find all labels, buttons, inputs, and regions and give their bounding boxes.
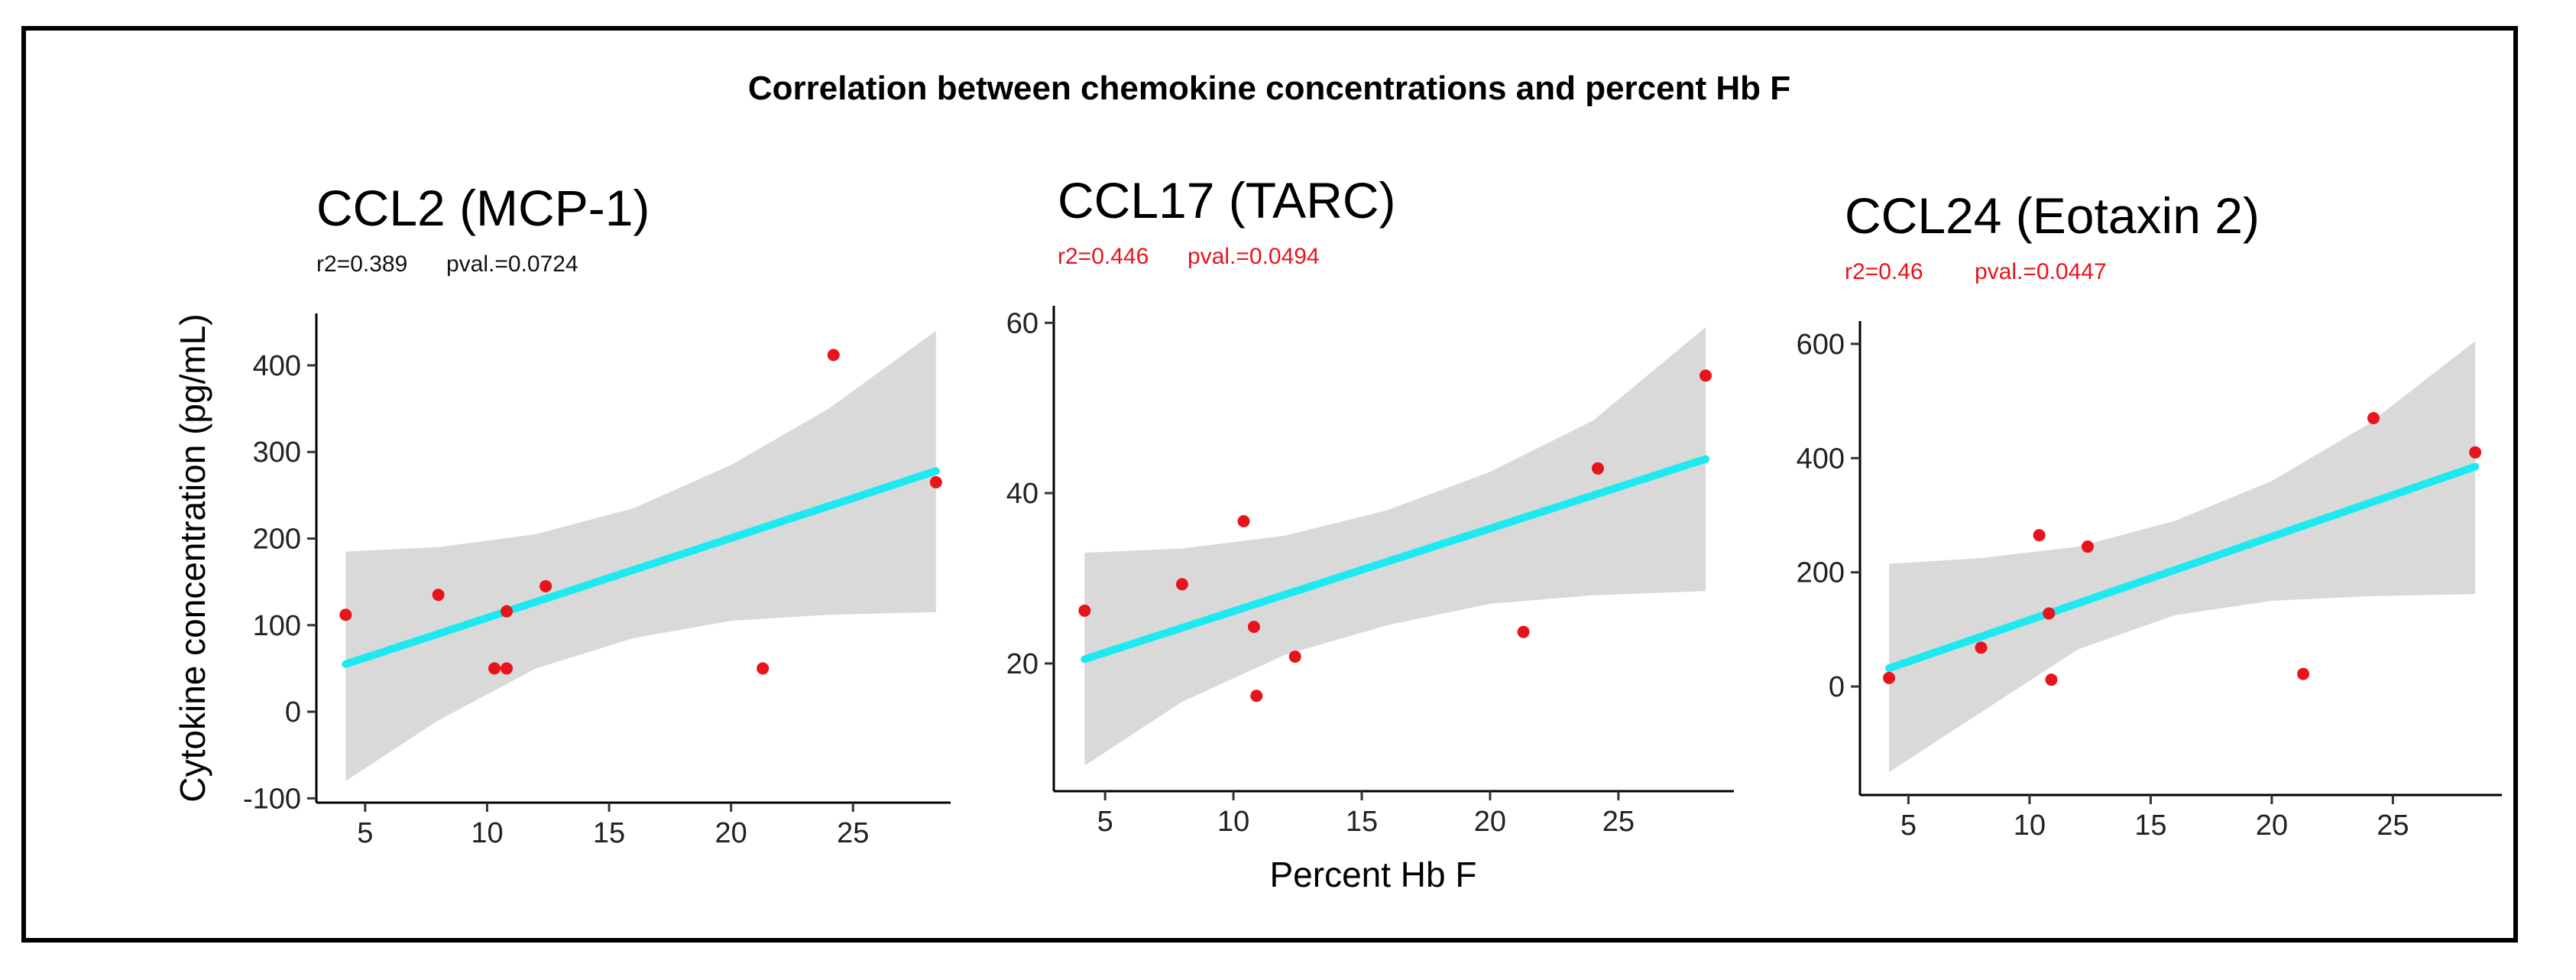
- data-point: [339, 608, 352, 621]
- data-point: [757, 662, 770, 675]
- confidence-band-ccl17: [1084, 326, 1706, 766]
- y-tick-label: 200: [253, 524, 301, 556]
- y-tick-label: 40: [1006, 478, 1039, 510]
- x-tick-label: 15: [593, 817, 625, 849]
- y-tick-label: 300: [253, 436, 301, 469]
- data-point: [501, 662, 513, 675]
- y-tick-label: 20: [1006, 648, 1039, 680]
- data-point: [488, 662, 501, 675]
- data-point: [2297, 667, 2310, 680]
- r2-label-ccl24: r2=0.46: [1845, 259, 1923, 284]
- y-tick-label: 400: [253, 350, 301, 382]
- y-axis-label: Cytokine concentration (pg/mL): [173, 313, 212, 802]
- panel-title-ccl24: CCL24 (Eotaxin 2): [1845, 187, 2260, 244]
- data-point: [2367, 411, 2380, 424]
- r2-label-ccl2: r2=0.389: [316, 251, 407, 277]
- r2-label-ccl17: r2=0.446: [1058, 244, 1149, 269]
- y-tick-label: 60: [1006, 307, 1039, 339]
- x-tick-label: 5: [357, 817, 373, 849]
- y-tick-label: 100: [253, 610, 301, 642]
- data-point: [1700, 369, 1712, 382]
- pval-label-ccl24: pval.=0.0447: [1975, 259, 2107, 284]
- data-point: [1247, 620, 1260, 633]
- regression-line-ccl2: [342, 467, 940, 668]
- panel-title-ccl17: CCL17 (TARC): [1058, 172, 1396, 229]
- data-point: [1237, 514, 1250, 527]
- x-tick-label: 5: [1900, 810, 1917, 842]
- data-point: [929, 475, 942, 488]
- figure-frame: Correlation between chemokine concentrat…: [21, 26, 2518, 943]
- x-tick-label: 10: [2014, 810, 2046, 842]
- data-point: [2045, 673, 2058, 686]
- pval-label-ccl2: pval.=0.0724: [446, 251, 578, 277]
- x-tick-label: 20: [1474, 806, 1506, 838]
- data-point: [827, 349, 840, 362]
- data-point: [1517, 625, 1530, 638]
- x-tick-label: 5: [1097, 806, 1113, 838]
- y-tick-label: 600: [1797, 329, 1845, 361]
- panel-title-ccl2: CCL2 (MCP-1): [316, 180, 650, 236]
- data-point: [1288, 650, 1301, 663]
- y-tick-label: 400: [1797, 443, 1845, 475]
- data-point: [2043, 607, 2056, 620]
- x-tick-label: 10: [1217, 806, 1249, 838]
- x-tick-label: 15: [2134, 810, 2166, 842]
- panel-ccl2: CCL2 (MCP-1) r2=0.389 pval.=0.0724 -100 0 100…: [243, 180, 951, 849]
- data-point: [2033, 529, 2046, 542]
- confidence-band-ccl2: [345, 330, 936, 781]
- y-tick-label: 0: [1829, 671, 1845, 703]
- panel-ccl24: CCL24 (Eotaxin 2) r2=0.46 pval.=0.0447 0 200…: [1797, 187, 2502, 842]
- x-axis-label: Percent Hb F: [1270, 855, 1477, 894]
- x-tick-label: 15: [1346, 806, 1378, 838]
- data-point: [1883, 671, 1896, 684]
- data-point: [2469, 446, 2482, 459]
- data-point: [1250, 690, 1263, 703]
- regression-line-ccl24: [1885, 462, 2480, 673]
- data-point: [1078, 604, 1091, 617]
- x-tick-label: 25: [2377, 810, 2409, 842]
- correlation-figure: Correlation between chemokine concentrat…: [173, 70, 2502, 894]
- x-tick-label: 25: [1602, 806, 1635, 838]
- confidence-band-ccl24: [1889, 341, 2476, 773]
- data-point: [1592, 462, 1604, 475]
- data-point: [501, 605, 513, 618]
- y-tick-label: 200: [1797, 557, 1845, 589]
- y-tick-label: -100: [243, 783, 301, 815]
- regression-line-ccl17: [1081, 455, 1710, 664]
- data-point: [2081, 540, 2094, 553]
- figure-title: Correlation between chemokine concentrat…: [748, 70, 1790, 107]
- panel-ccl17: CCL17 (TARC) r2=0.446 pval.=0.0494 20 40 60 5 1…: [1006, 172, 1734, 838]
- x-tick-label: 25: [837, 817, 869, 849]
- x-tick-label: 20: [2256, 810, 2288, 842]
- data-point: [432, 589, 445, 602]
- data-point: [1175, 578, 1188, 591]
- panels-group: CCL2 (MCP-1)r2=0.389 pval.=0.0724-1000100…: [243, 172, 2502, 849]
- data-point: [540, 579, 552, 592]
- x-tick-label: 20: [715, 817, 747, 849]
- x-tick-label: 10: [471, 817, 503, 849]
- pval-label-ccl17: pval.=0.0494: [1188, 244, 1320, 269]
- y-tick-label: 0: [285, 696, 301, 729]
- data-point: [1975, 641, 1988, 654]
